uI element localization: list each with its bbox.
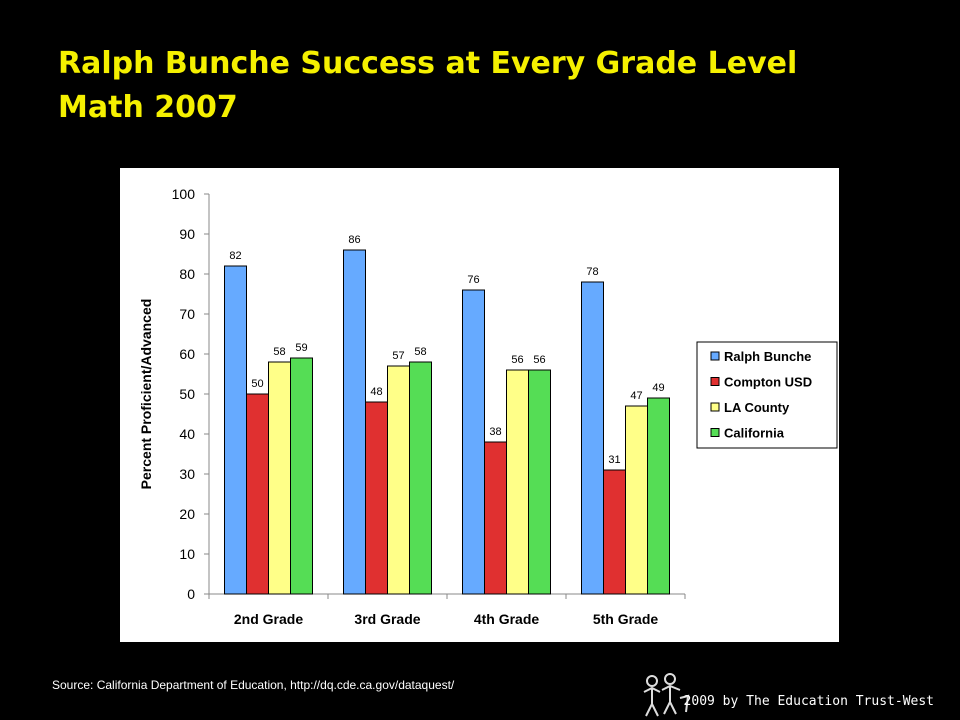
title-line-2: Math 2007 — [58, 90, 238, 125]
bar-compton-usd — [365, 401, 388, 595]
data-label: 48 — [370, 386, 382, 398]
y-tick-label: 0 — [187, 586, 195, 602]
data-label: 59 — [295, 342, 307, 354]
bar-california — [290, 357, 313, 595]
legend-label: LA County — [724, 400, 790, 415]
data-label: 56 — [533, 354, 545, 366]
data-label: 76 — [467, 274, 479, 286]
legend-swatch — [710, 402, 720, 412]
slide-title: Ralph Bunche Success at Every Grade Leve… — [58, 42, 797, 130]
bar-la-county — [268, 361, 291, 595]
y-tick-label: 80 — [179, 266, 195, 282]
x-category-label: 3rd Grade — [354, 611, 420, 627]
y-tick-label: 90 — [179, 226, 195, 242]
data-label: 47 — [630, 390, 642, 402]
legend-label: California — [724, 426, 785, 441]
legend-label: Compton USD — [724, 375, 812, 390]
data-label: 82 — [229, 250, 241, 262]
data-label: 86 — [348, 234, 360, 246]
y-axis-label: Percent Proficient/Advanced — [138, 299, 154, 490]
bar-california — [409, 361, 432, 595]
footer-credit: 2009 by The Education Trust-West — [683, 694, 934, 709]
bar-ralph-bunche — [581, 281, 604, 595]
legend-swatch — [710, 377, 720, 386]
y-tick-label: 70 — [179, 306, 195, 322]
data-label: 78 — [586, 266, 598, 278]
x-category-label: 2nd Grade — [234, 611, 303, 627]
y-tick-label: 30 — [179, 466, 195, 482]
legend-swatch — [710, 351, 720, 361]
data-label: 56 — [511, 354, 523, 366]
title-line-1: Ralph Bunche Success at Every Grade Leve… — [58, 46, 798, 81]
education-trust-west-logo-icon — [643, 673, 690, 717]
y-tick-label: 100 — [172, 186, 196, 202]
bar-la-county — [625, 405, 648, 595]
bar-california — [528, 369, 551, 595]
y-tick-label: 40 — [179, 426, 195, 442]
bar-la-county — [506, 369, 529, 595]
bar-chart: 0 10 20 30 40 50 60 70 80 90 100 Percent Proficient… — [138, 186, 838, 627]
data-label: 58 — [414, 346, 426, 358]
bar-compton-usd — [603, 469, 626, 595]
bar-ralph-bunche — [462, 289, 485, 595]
x-category-label: 4th Grade — [474, 611, 540, 627]
data-label: 50 — [251, 378, 263, 390]
data-label: 58 — [273, 346, 285, 358]
y-tick-label: 50 — [179, 386, 195, 402]
y-tick-label: 20 — [179, 506, 195, 522]
data-label: 31 — [608, 454, 620, 466]
bar-compton-usd — [484, 441, 507, 595]
data-label: 57 — [392, 350, 404, 362]
legend-label: Ralph Bunche — [724, 349, 811, 364]
bar-california — [647, 397, 670, 595]
source-note: Source: California Department of Educati… — [52, 678, 455, 692]
data-label: 38 — [489, 426, 501, 438]
chart-panel: 0 10 20 30 40 50 60 70 80 90 100 Percent Proficient… — [120, 168, 839, 642]
bar-compton-usd — [246, 393, 269, 595]
y-tick-label: 10 — [179, 546, 195, 562]
bar-ralph-bunche — [343, 249, 366, 595]
x-category-label: 5th Grade — [593, 611, 659, 627]
y-tick-label: 60 — [179, 346, 195, 362]
legend-swatch — [710, 428, 720, 437]
legend-box — [696, 341, 838, 449]
data-label: 49 — [652, 382, 664, 394]
bar-la-county — [387, 365, 410, 595]
bar-ralph-bunche — [224, 265, 247, 595]
